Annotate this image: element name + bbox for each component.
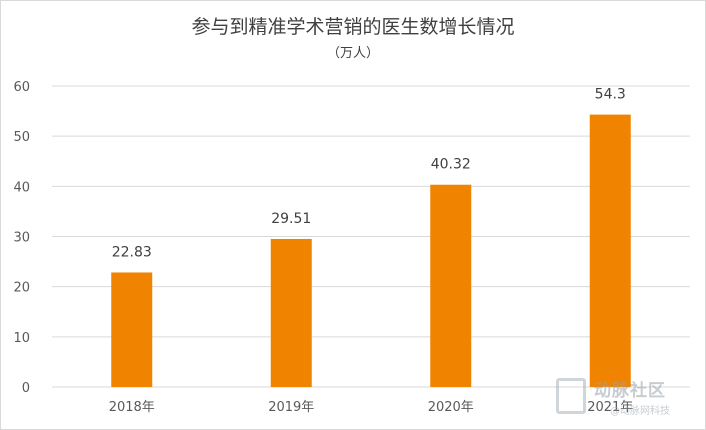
- watermark-main-text: 动脉社区: [594, 381, 666, 401]
- bar: [111, 272, 153, 387]
- x-tick-label: 2019年: [268, 400, 314, 415]
- watermark-sub-text: @动脉网科技: [610, 406, 670, 417]
- data-label: 22.83: [112, 244, 152, 260]
- watermark: 动脉社区 @动脉网科技: [552, 374, 702, 424]
- x-tick-label: 2021年: [587, 400, 633, 415]
- watermark-logo-icon: [556, 378, 586, 414]
- x-tick-label: 2020年: [428, 400, 474, 415]
- y-tick-label: 60: [13, 80, 30, 95]
- data-label: 54.3: [595, 87, 626, 103]
- y-tick-label: 20: [13, 281, 30, 296]
- x-tick-label: 2018年: [109, 400, 155, 415]
- y-tick-label: 40: [13, 180, 30, 195]
- y-tick-label: 50: [13, 130, 30, 145]
- chart-title: 参与到精准学术营销的医生数增长情况: [191, 16, 515, 38]
- data-label: 29.51: [271, 211, 311, 227]
- chart-subtitle: （万人）: [326, 46, 379, 61]
- data-label: 40.32: [431, 157, 471, 173]
- y-tick-label: 30: [13, 231, 30, 246]
- y-tick-label: 10: [13, 331, 30, 346]
- bar: [589, 114, 631, 387]
- bar: [430, 184, 472, 387]
- bar: [270, 238, 312, 387]
- y-tick-label: 0: [22, 381, 30, 396]
